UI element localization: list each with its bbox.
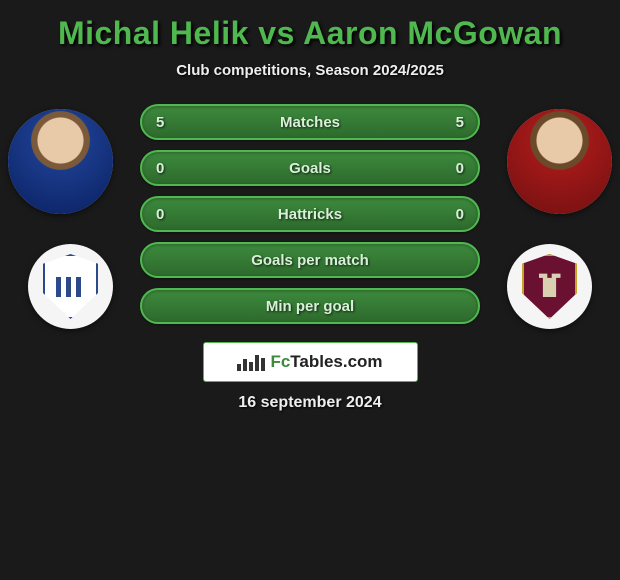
player2-name: Aaron McGowan [303,15,562,51]
stat-value-right: 5 [456,114,464,131]
stat-row-min-per-goal: Min per goal [140,288,480,324]
player1-club-badge: ★ ★ ★ [28,244,113,329]
stat-label: Matches [280,114,340,131]
player2-face-icon [507,109,612,214]
player2-club-badge [507,244,592,329]
stat-value-right: 0 [456,206,464,223]
club-crest-right-icon [522,254,577,319]
date-label: 16 september 2024 [15,394,605,412]
branding-box: FcTables.com [203,342,418,382]
stat-label: Hattricks [278,206,342,223]
player1-avatar [8,109,113,214]
stat-value-right: 0 [456,160,464,177]
club-crest-left-icon [43,254,98,319]
stat-row-hattricks: 0 Hattricks 0 [140,196,480,232]
stat-label: Min per goal [266,298,354,315]
vs-separator: vs [258,15,295,51]
subtitle: Club competitions, Season 2024/2025 [0,62,620,79]
stat-value-left: 5 [156,114,164,131]
stat-rows: 5 Matches 5 0 Goals 0 0 Hattricks 0 Goal… [140,104,480,324]
stat-row-matches: 5 Matches 5 [140,104,480,140]
stat-value-left: 0 [156,206,164,223]
stat-label: Goals per match [251,252,369,269]
brand-prefix: Fc [270,352,290,371]
page-title: Michal Helik vs Aaron McGowan [0,15,620,52]
stat-label: Goals [289,160,331,177]
stat-row-goals: 0 Goals 0 [140,150,480,186]
stat-row-goals-per-match: Goals per match [140,242,480,278]
brand-suffix: Tables.com [290,352,382,371]
player1-face-icon [8,109,113,214]
player1-name: Michal Helik [58,15,249,51]
brand-text: FcTables.com [270,352,382,372]
comparison-card: Michal Helik vs Aaron McGowan Club compe… [0,0,620,422]
bar-chart-icon [237,353,265,371]
player2-avatar [507,109,612,214]
comparison-area: ★ ★ ★ 5 Matches 5 0 Goals 0 0 Hattricks … [0,104,620,412]
stat-value-left: 0 [156,160,164,177]
